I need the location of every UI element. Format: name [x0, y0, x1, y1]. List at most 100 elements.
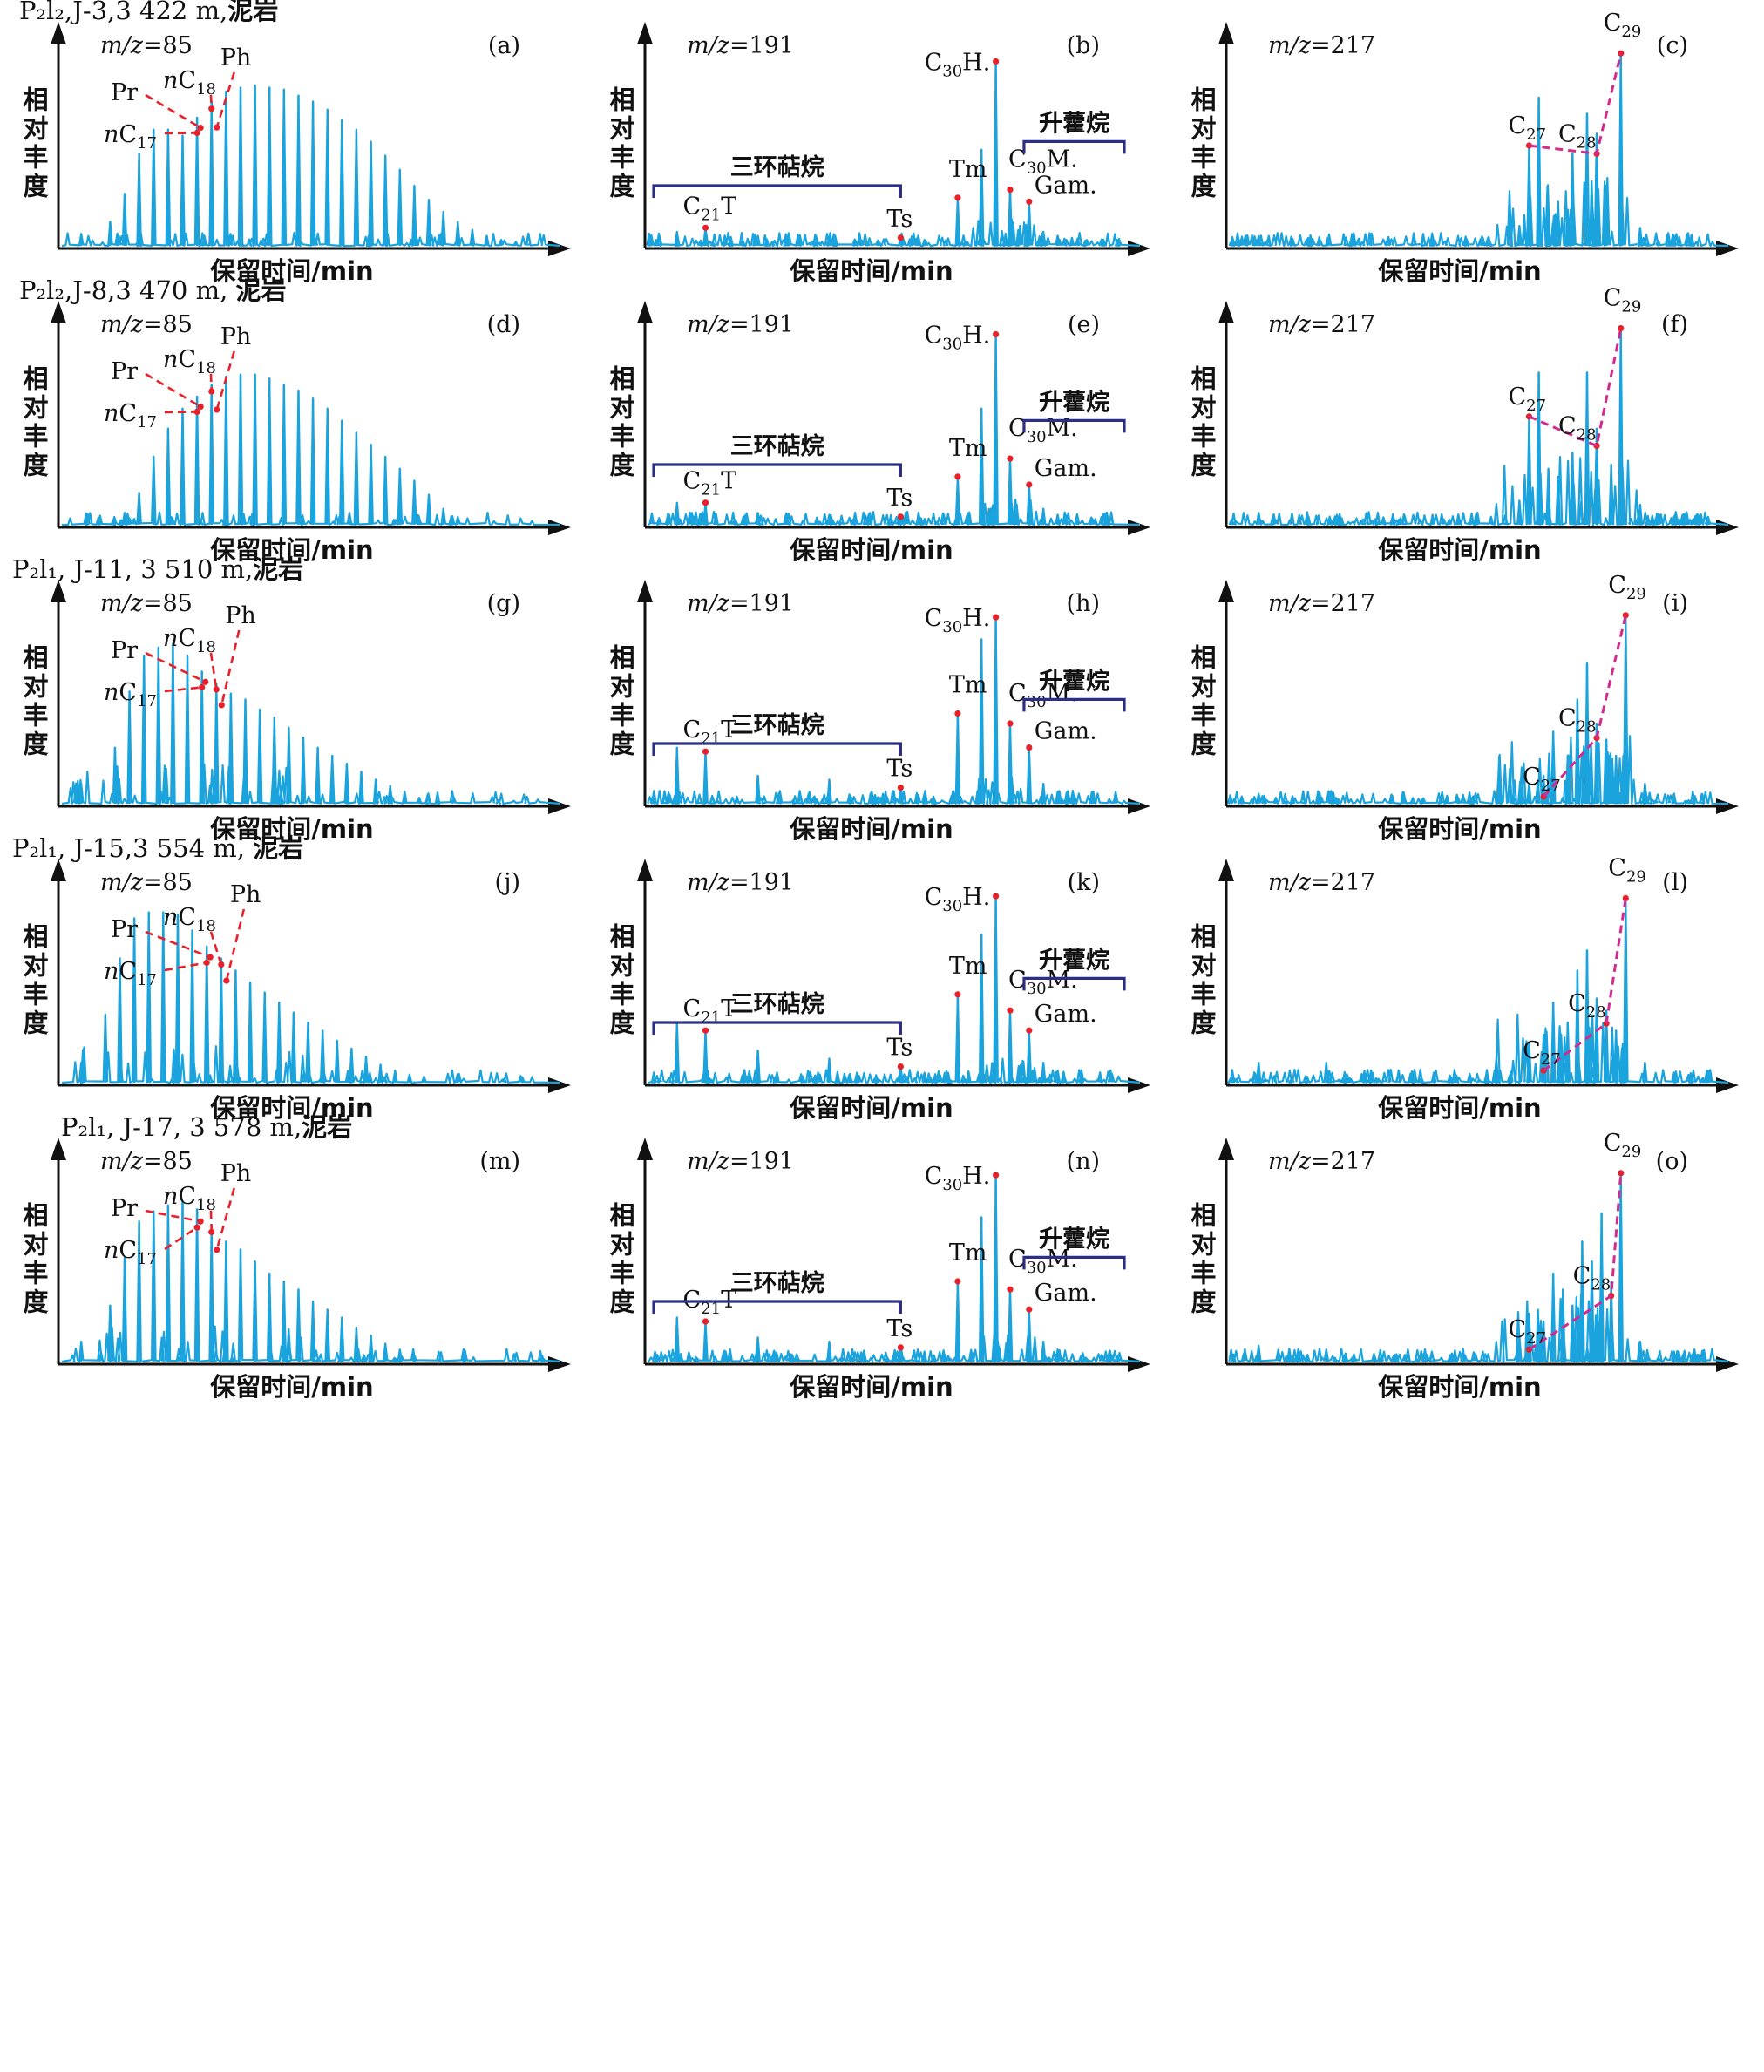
mz-value: =217	[1311, 1148, 1375, 1175]
label-C30H-base: C	[925, 1163, 943, 1190]
annotation-leader-line	[164, 961, 207, 972]
label-C30H: C30H.	[925, 884, 991, 915]
annotation-leader-line	[145, 372, 201, 408]
header-lithology: 泥岩	[302, 1112, 352, 1142]
x-axis-arrow-icon	[1716, 798, 1739, 814]
panel-letter: (j)	[495, 869, 520, 896]
y-axis-label: 相对丰度	[606, 86, 635, 201]
label-C27: C27	[1508, 1316, 1546, 1348]
annotation-leader-line	[145, 930, 211, 959]
label-C30M: C30M.	[1008, 967, 1078, 998]
chromatogram-trace	[1228, 327, 1729, 526]
label-C30M-base: C	[1008, 1246, 1027, 1273]
label-nC18: nC18	[163, 67, 216, 99]
peak-marker-dot	[214, 1247, 220, 1253]
peak-marker-dot	[897, 513, 904, 520]
mz-value: =191	[729, 1148, 794, 1175]
peak-marker-dot	[1026, 1027, 1033, 1034]
y-axis-label: 相对丰度	[606, 1202, 635, 1317]
chromatogram-trace	[648, 895, 1141, 1084]
mz-symbol: m/z	[1268, 1148, 1312, 1175]
y-axis-label: 相对丰度	[19, 1202, 49, 1317]
group-bracket-tricyclic	[652, 463, 902, 477]
x-axis-label: 保留时间/min	[209, 1093, 373, 1123]
x-axis-arrow-icon	[1128, 520, 1150, 535]
label-C21T-suffix: T	[721, 193, 736, 220]
label-C21T-sub: 21	[701, 206, 721, 224]
label-nC18-base: C	[178, 346, 196, 373]
mz-value: =85	[143, 1148, 193, 1175]
panel-letter: (d)	[487, 311, 520, 338]
label-Ts: Ts	[886, 756, 913, 783]
header-well-depth: , J-11, 3 510 m,	[58, 554, 253, 584]
row-header-3: P₂l₁, J-11, 3 510 m,泥岩	[12, 554, 303, 584]
mz-symbol: m/z	[687, 311, 730, 338]
x-axis-arrow-icon	[548, 1356, 571, 1372]
label-C29-sub: 29	[1621, 298, 1641, 316]
label-nC17-base: C	[119, 400, 137, 427]
group-label-homohopane: 升藿烷	[1039, 109, 1109, 137]
y-axis-arrow-icon	[1218, 580, 1234, 602]
group-bracket-tricyclic	[652, 1300, 902, 1314]
x-axis-arrow-icon	[1716, 241, 1739, 256]
x-axis-label: 保留时间/min	[1377, 256, 1541, 286]
label-C28-base: C	[1568, 990, 1586, 1017]
y-axis-label: 相对丰度	[1187, 86, 1217, 201]
header-well-depth: ,J-3,3 422 m,	[64, 0, 227, 25]
label-nC17: nC17	[104, 121, 157, 153]
y-axis-arrow-icon	[637, 580, 653, 602]
mz-symbol: m/z	[100, 1148, 144, 1175]
x-axis-label: 保留时间/min	[1377, 1372, 1541, 1402]
panel-letter: (m)	[479, 1148, 520, 1175]
label-C30H: C30H.	[925, 323, 991, 354]
label-C27-sub: 27	[1526, 397, 1546, 415]
mz-value: =85	[143, 311, 193, 338]
label-Ph: Ph	[230, 881, 261, 908]
peak-marker-dot	[954, 473, 961, 480]
label-C27: C27	[1508, 384, 1546, 415]
x-axis-label: 保留时间/min	[1377, 1093, 1541, 1123]
mz-label: m/z=85	[100, 32, 193, 59]
panel-letter: (g)	[487, 590, 520, 617]
label-Ts: Ts	[886, 1315, 913, 1342]
label-Tm: Tm	[949, 672, 987, 699]
label-nC17-prefix: n	[104, 400, 119, 427]
label-nC18-base: C	[178, 1183, 196, 1210]
label-Ph: Ph	[220, 323, 252, 350]
label-Pr-base: Pr	[111, 358, 138, 385]
annotation-leader-line	[145, 1209, 201, 1223]
annotation-leader-line	[209, 94, 214, 109]
label-C28: C28	[1573, 1263, 1611, 1294]
y-axis-label: 相对丰度	[606, 923, 635, 1038]
label-C28: C28	[1558, 705, 1597, 737]
panel-letter: (i)	[1662, 590, 1688, 617]
x-axis-label: 保留时间/min	[789, 1093, 953, 1123]
group-label-tricyclic: 三环萜烷	[730, 432, 824, 460]
label-C30H-suffix: H.	[962, 884, 990, 911]
x-axis-arrow-icon	[1716, 1356, 1739, 1372]
x-axis-label: 保留时间/min	[209, 1372, 373, 1402]
panel-letter: (h)	[1067, 590, 1100, 617]
peak-marker-dot	[218, 702, 225, 709]
y-axis-arrow-icon	[1218, 22, 1234, 44]
mz-symbol: m/z	[687, 869, 730, 896]
label-C21T-sub: 21	[701, 1300, 721, 1318]
x-axis-arrow-icon	[548, 798, 571, 814]
peak-marker-dot	[954, 194, 961, 201]
mz-value: =217	[1311, 590, 1375, 617]
label-Pr-base: Pr	[111, 1195, 138, 1222]
label-nC18: nC18	[163, 904, 216, 935]
label-C30M-sub: 30	[1027, 980, 1047, 998]
panel-letter: (n)	[1067, 1148, 1100, 1175]
y-axis-arrow-icon	[51, 301, 66, 323]
label-C28: C28	[1558, 412, 1597, 444]
peak-marker-dot	[1007, 1007, 1014, 1014]
y-axis-arrow-icon	[51, 1138, 66, 1160]
sterane-trend-line	[1542, 615, 1627, 798]
group-bracket-tricyclic	[652, 742, 902, 756]
